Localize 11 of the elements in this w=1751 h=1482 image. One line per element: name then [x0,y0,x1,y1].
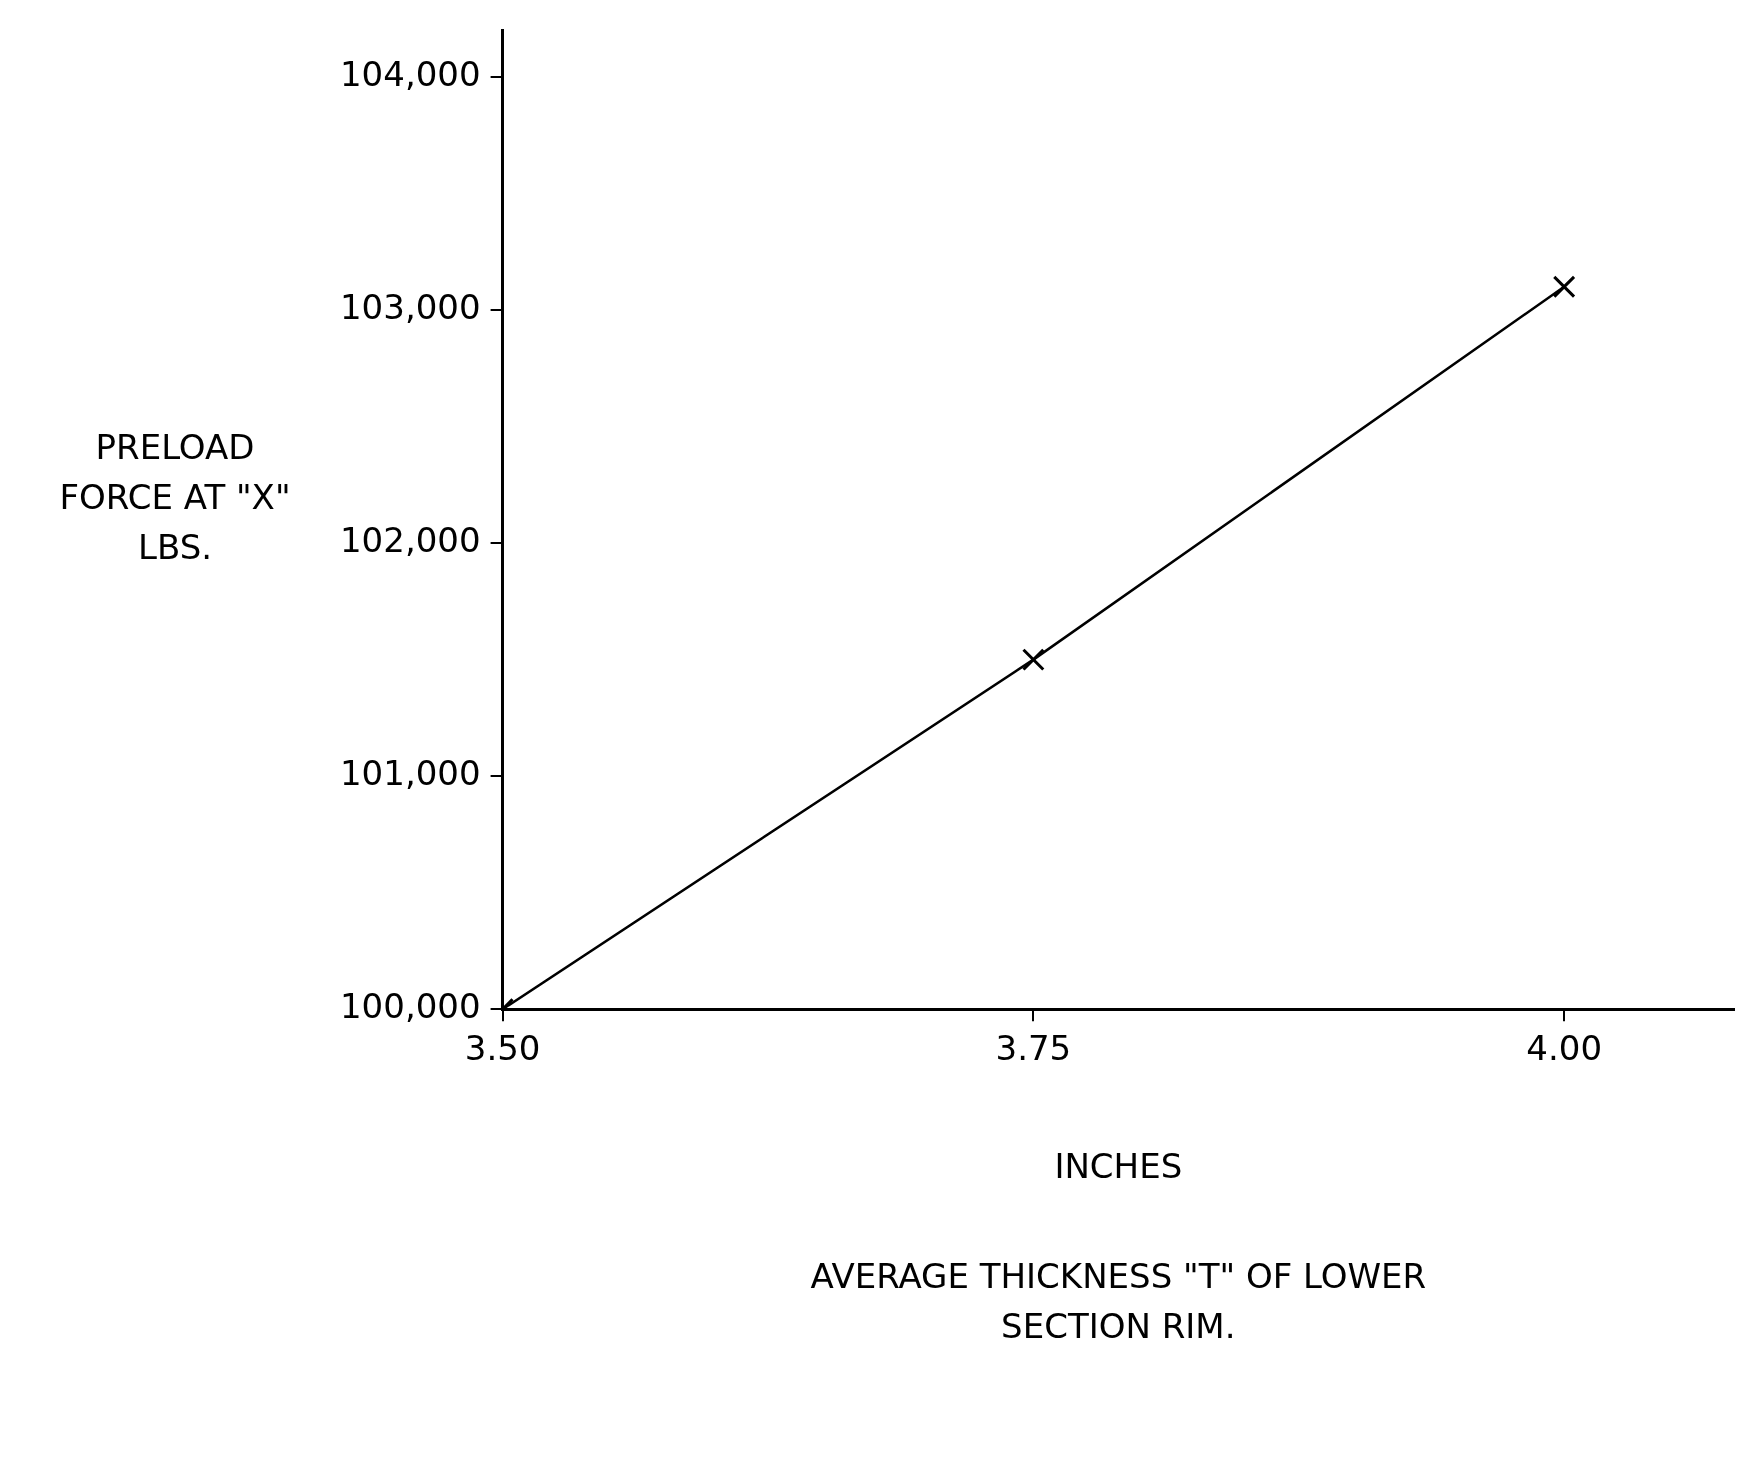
y-tick-label: 104,000 [339,53,481,94]
y-tick-label: 103,000 [339,286,481,327]
x-tick-label: 4.00 [1526,1028,1602,1069]
y-axis-title: PRELOAD FORCE AT "X" LBS. [59,426,291,567]
text: AVERAGE THICKNESS "T" OF LOWER SECTION RIM. [810,1256,1427,1347]
x-tick-label: 3.75 [995,1028,1072,1069]
x-tick-label: 3.50 [464,1028,541,1069]
x-axis-title: INCHES [1054,1146,1183,1187]
y-tick-label: 100,000 [339,986,481,1027]
y-tick-label: 101,000 [339,752,481,793]
y-tick-label: 102,000 [339,519,481,560]
